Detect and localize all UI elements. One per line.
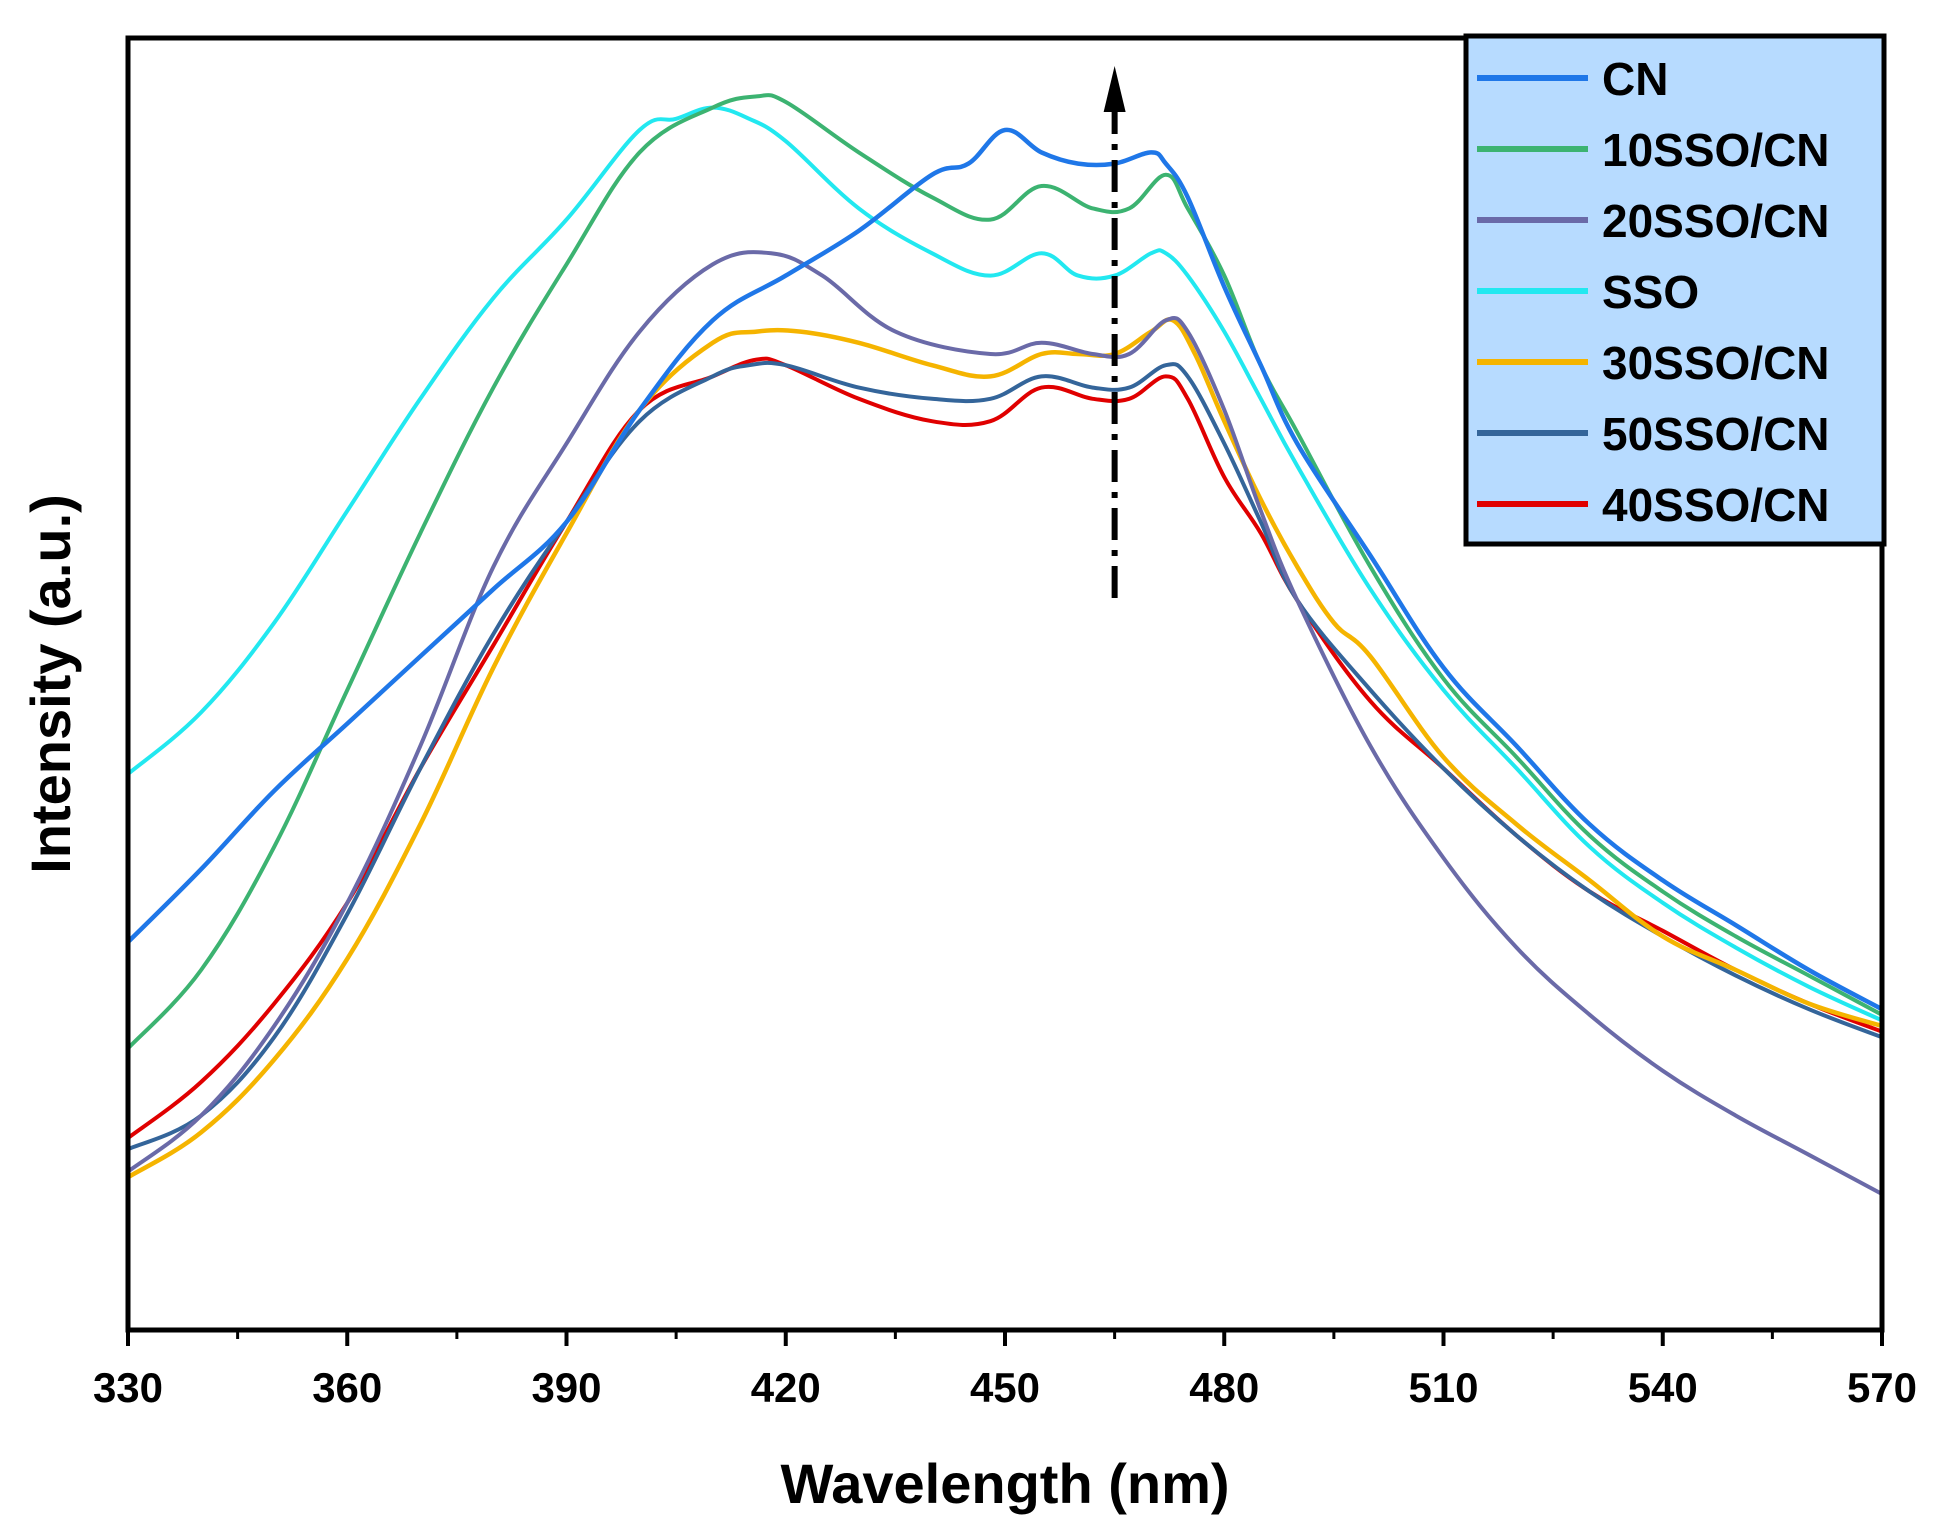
arrow-head <box>1103 66 1126 112</box>
legend: CN 10SSO/CN 20SSO/CN SSO 30SSO/CN 50SSO/CN 40S… <box>1463 33 1887 547</box>
legend-label: CN <box>1602 53 1668 105</box>
x-tick-label: 360 <box>312 1364 382 1411</box>
legend-label: SSO <box>1602 266 1699 318</box>
legend-label: 10SSO/CN <box>1602 124 1830 176</box>
legend-label: 30SSO/CN <box>1602 337 1830 389</box>
legend-label: 40SSO/CN <box>1602 479 1830 531</box>
series-line-20sso-cn <box>128 250 1882 1196</box>
series-line-sso <box>128 105 1882 1023</box>
legend-label: 50SSO/CN <box>1602 408 1830 460</box>
x-tick-label: 330 <box>93 1364 163 1411</box>
x-tick-label: 570 <box>1847 1364 1917 1411</box>
x-ticks: 330 360 390 420 450 480 510 540 570 <box>93 1330 1917 1411</box>
series-line-cn <box>128 127 1882 1012</box>
x-tick-label: 540 <box>1628 1364 1698 1411</box>
y-axis-title: Intensity (a.u.) <box>19 494 82 874</box>
legend-items: CN 10SSO/CN 20SSO/CN SSO 30SSO/CN 50SSO/CN 40S… <box>1477 53 1830 531</box>
x-tick-label: 450 <box>970 1364 1040 1411</box>
series-line-10sso-cn <box>128 93 1882 1051</box>
annotation-arrow <box>1103 66 1126 598</box>
x-tick-label: 480 <box>1189 1364 1259 1411</box>
series-line-50sso-cn <box>128 360 1882 1152</box>
x-tick-label: 390 <box>531 1364 601 1411</box>
legend-label: 20SSO/CN <box>1602 195 1830 247</box>
series-layer <box>128 93 1882 1196</box>
x-tick-label: 420 <box>751 1364 821 1411</box>
x-axis-title: Wavelength (nm) <box>780 1452 1229 1515</box>
series-line-30sso-cn <box>128 317 1882 1180</box>
x-tick-label: 510 <box>1408 1364 1478 1411</box>
